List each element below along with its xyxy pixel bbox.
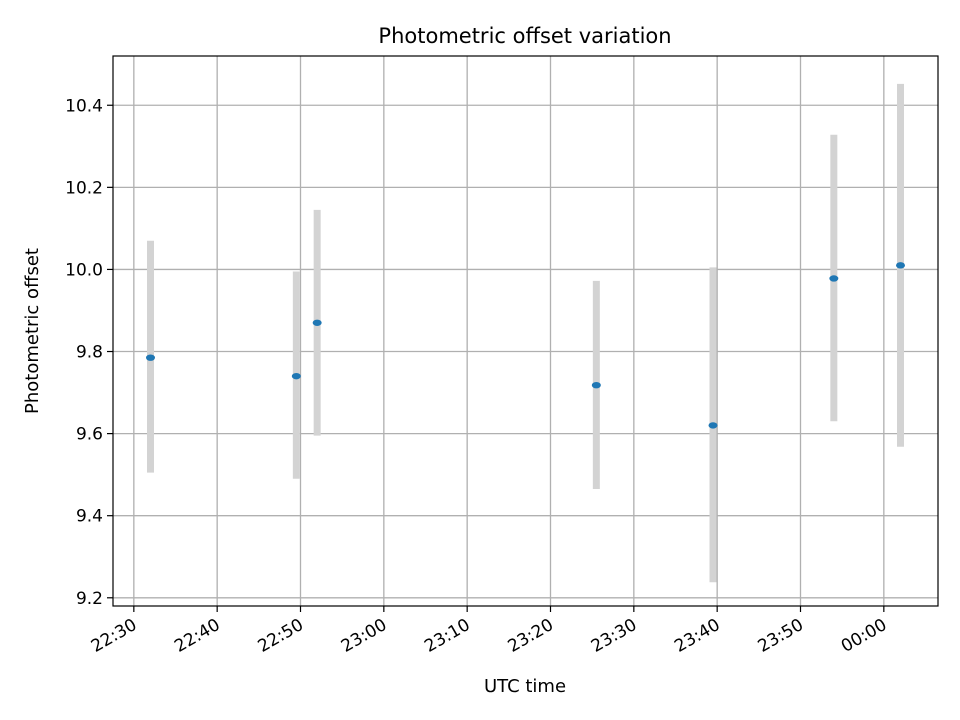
x-axis-label: UTC time xyxy=(484,676,566,697)
y-tick-label: 9.2 xyxy=(76,589,103,609)
data-point xyxy=(291,372,301,380)
y-tick-label: 10.2 xyxy=(65,178,103,198)
data-point xyxy=(829,275,839,282)
y-tick-label: 10.4 xyxy=(65,96,103,116)
y-tick-label: 9.8 xyxy=(76,343,103,363)
data-point xyxy=(146,354,155,361)
data-points xyxy=(146,262,905,429)
data-point xyxy=(312,319,322,326)
y-axis-label: Photometric offset xyxy=(22,248,43,414)
plot-frame xyxy=(112,55,939,607)
chart-title: Photometric offset variation xyxy=(378,24,671,48)
data-point xyxy=(708,422,718,429)
y-axis-ticks: 9.2 9.4 9.6 9.8 10.0 10.2 10.4 xyxy=(65,96,113,609)
grid xyxy=(113,56,938,606)
data-point xyxy=(896,262,905,269)
y-tick-label: 10.0 xyxy=(65,260,103,280)
y-tick-label: 9.6 xyxy=(76,425,103,445)
data-point xyxy=(591,381,601,389)
y-tick-label: 9.4 xyxy=(76,507,103,527)
